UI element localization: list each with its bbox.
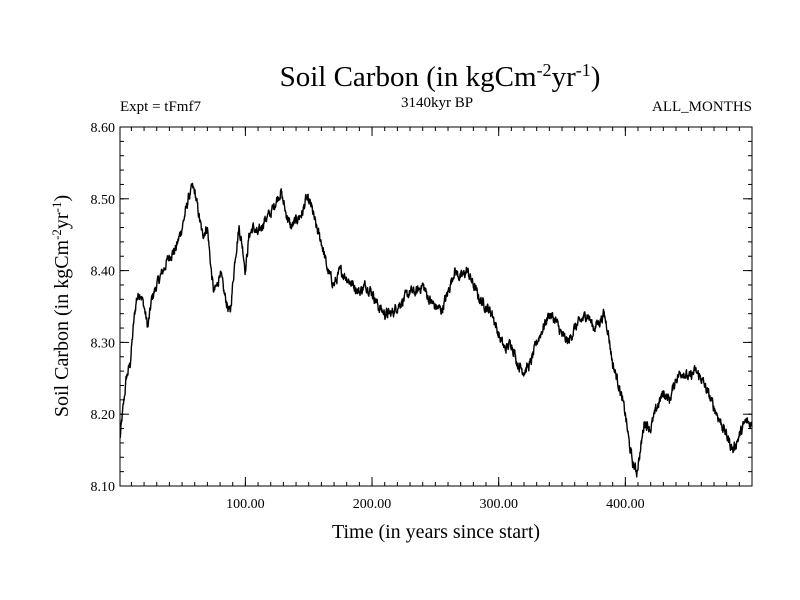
title-end: )	[591, 61, 601, 93]
ylabel-sup1: -2	[49, 229, 64, 240]
y-tick-label: 8.20	[91, 408, 116, 423]
y-tick-label: 8.40	[91, 265, 116, 280]
months-label: ALL_MONTHS	[652, 99, 752, 115]
x-tick-labels: 100.00 200.00 300.00 400.00	[226, 497, 644, 512]
title-sup2: -1	[576, 60, 591, 80]
y-tick-label: 8.60	[91, 121, 116, 136]
y-axis-label: Soil Carbon (in kgCm-2yr-1)	[49, 195, 74, 417]
x-tick-label: 300.00	[479, 497, 518, 512]
y-tick-labels: 8.10 8.20 8.30 8.40 8.50 8.60	[91, 121, 116, 495]
y-tick-label: 8.50	[91, 193, 116, 208]
x-tick-label: 400.00	[606, 497, 645, 512]
ylabel-main: Soil Carbon (in kgCm	[51, 239, 73, 417]
subtitle: 3140kyr BP	[401, 95, 473, 111]
y-tick-label: 8.10	[91, 480, 116, 495]
title-main: Soil Carbon (in kgCm	[280, 61, 537, 93]
plot-frame	[119, 126, 753, 487]
ylabel-end: )	[51, 195, 73, 202]
x-tick-label: 200.00	[353, 497, 392, 512]
title-sup1: -2	[537, 60, 552, 80]
experiment-label: Expt = tFmf7	[120, 99, 201, 115]
y-tick-label: 8.30	[91, 336, 116, 351]
ylabel-sup2: -1	[49, 202, 64, 213]
x-axis-label: Time (in years since start)	[332, 521, 540, 543]
series-line-soil-carbon	[119, 182, 753, 478]
chart-title: Soil Carbon (in kgCm-2yr-1)	[280, 60, 601, 93]
x-tick-label: 100.00	[226, 497, 265, 512]
title-mid: yr	[552, 61, 577, 93]
ylabel-mid: yr	[51, 212, 73, 229]
